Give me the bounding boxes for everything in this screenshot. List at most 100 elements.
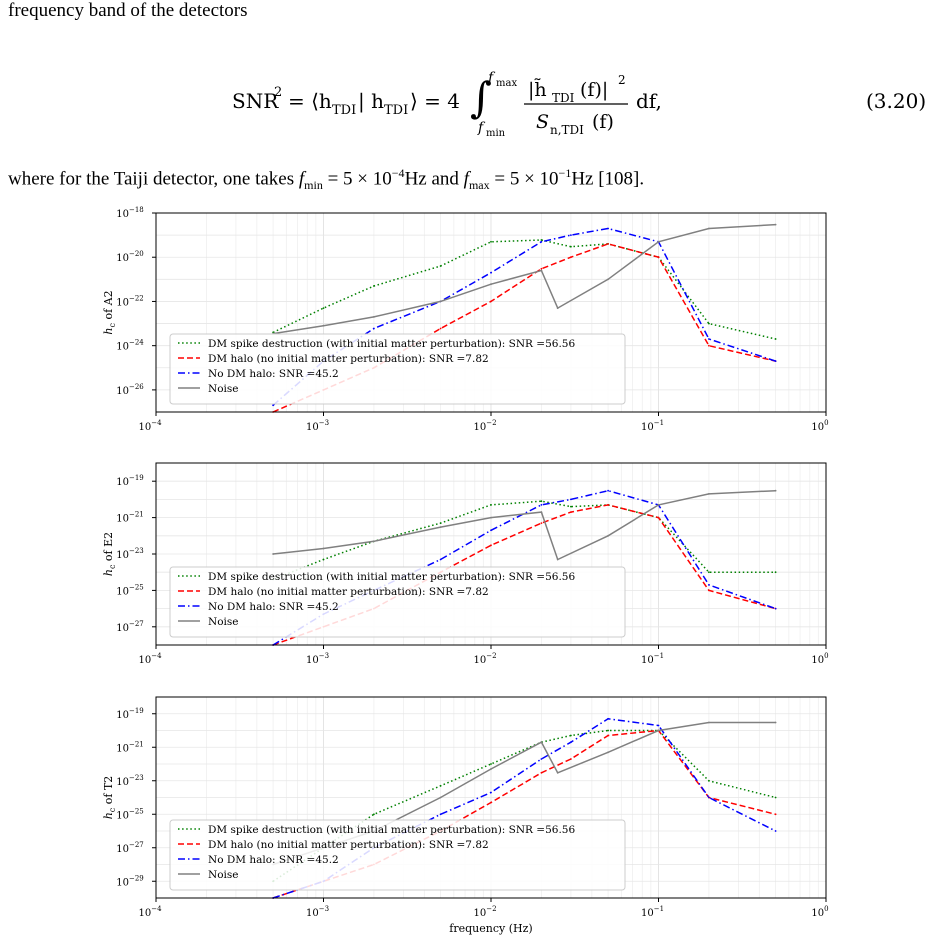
x-tick-label: 10−3 — [306, 419, 329, 433]
where-d: = 5 × 10 — [489, 168, 559, 190]
data-point — [439, 558, 442, 561]
chart-legend: DM spike destruction (with initial matte… — [169, 566, 626, 638]
where-b-sup: −4 — [391, 166, 405, 180]
x-tick-label: 10−2 — [473, 419, 496, 433]
eq-lhs: SNR — [232, 89, 279, 113]
data-point — [439, 300, 442, 303]
data-point — [490, 791, 492, 794]
data-point — [540, 741, 543, 744]
data-point — [774, 223, 777, 226]
legend-label: DM halo (no initial matter perturbation)… — [208, 839, 489, 851]
data-point — [373, 327, 375, 330]
data-point — [439, 796, 442, 799]
data-point — [570, 234, 572, 236]
eq-mid-sub: TDI — [384, 103, 408, 118]
x-tick-label: 100 — [811, 652, 828, 666]
eq-lhs-sup: 2 — [274, 85, 282, 100]
data-point — [607, 504, 609, 506]
data-point — [657, 724, 660, 727]
data-point — [708, 584, 710, 586]
series-line-4 — [273, 489, 776, 561]
y-axis-label: hc of E2 — [102, 532, 117, 576]
snr-equation: SNR 2 = ⟨h TDI | h TDI ⟩ = 4 ∫ f max f m… — [0, 60, 942, 140]
legend-label: DM halo (no initial matter perturbation)… — [208, 586, 489, 598]
legend-label: Noise — [208, 616, 238, 628]
eq-numerator-sup: 2 — [618, 73, 626, 87]
y-tick-label: 10−19 — [116, 707, 144, 721]
equation-svg: SNR 2 = ⟨h TDI | h TDI ⟩ = 4 ∫ f max f m… — [232, 70, 926, 139]
data-point — [657, 504, 660, 506]
data-point — [708, 589, 710, 592]
data-point — [272, 404, 274, 407]
data-point — [607, 717, 609, 720]
data-point — [774, 796, 777, 799]
eq-upper-limit-sub: max — [496, 78, 517, 89]
y-tick-label: 10−20 — [116, 250, 144, 264]
intro-text: frequency band of the detectors — [8, 0, 248, 21]
where-fmin: f — [298, 168, 305, 190]
data-point — [607, 729, 609, 732]
chart-legend: DM spike destruction (with initial matte… — [169, 333, 626, 405]
integral-sign: ∫ — [470, 73, 492, 122]
data-point — [322, 558, 325, 561]
legend-label: DM spike destruction (with initial matte… — [208, 571, 575, 583]
y-tick-label: 10−27 — [116, 841, 144, 855]
data-point — [774, 489, 777, 492]
legend-label: No DM halo: SNR =45.2 — [208, 854, 339, 866]
data-point — [570, 498, 572, 501]
eq-inner-sub: TDI — [332, 103, 356, 118]
chart-legend: DM spike destruction (with initial matte… — [169, 819, 626, 891]
data-point — [774, 813, 777, 816]
data-point — [657, 256, 660, 259]
data-point — [490, 801, 492, 804]
data-point — [607, 534, 609, 537]
legend-label: DM spike destruction (with initial matte… — [208, 824, 575, 836]
figure-hc-spectra: 10−4 10−3 10−2 10−1 100 10−26 10−24 10−22 10−20 1… — [100, 200, 942, 946]
data-point — [373, 813, 375, 816]
eq-inner: = ⟨h — [288, 89, 332, 113]
y-tick-label: 10−29 — [116, 874, 144, 888]
where-a: where for the Taiji detector, one takes — [8, 168, 299, 190]
y-tick-label: 10−24 — [116, 339, 144, 353]
x-tick-label: 10−1 — [641, 419, 664, 433]
data-point — [570, 511, 572, 513]
data-point — [490, 240, 492, 243]
chart-panel-2: 10−4 10−3 10−2 10−1 100 10−27 10−25 10−23 10−21 1… — [102, 462, 829, 666]
series-line-1 — [272, 239, 776, 340]
data-point — [570, 256, 572, 259]
data-point — [556, 558, 559, 561]
data-point — [607, 751, 609, 754]
data-point — [607, 489, 609, 492]
x-tick-label: 10−3 — [306, 905, 329, 919]
x-tick-label: 10−4 — [138, 652, 162, 666]
data-point — [570, 505, 572, 508]
eq-lower-limit-sub: min — [486, 128, 506, 139]
data-point — [570, 758, 572, 760]
legend-box — [169, 819, 626, 891]
data-point — [708, 721, 710, 724]
x-tick-label: 10−1 — [641, 652, 664, 666]
x-tick-label: 10−2 — [473, 905, 496, 919]
x-tick-label: 10−4 — [138, 419, 162, 433]
where-c: Hz and — [404, 168, 464, 190]
data-point — [439, 784, 442, 787]
legend-label: DM halo (no initial matter perturbation)… — [208, 353, 489, 365]
y-axis-label: hc of T2 — [102, 776, 117, 820]
data-point — [556, 307, 559, 309]
x-tick-label: 10−1 — [641, 905, 664, 919]
data-point — [439, 265, 442, 267]
y-tick-label: 10−25 — [116, 807, 144, 821]
data-point — [774, 338, 777, 340]
eq-upper-limit: f — [487, 70, 496, 86]
legend-label: Noise — [208, 869, 238, 881]
y-tick-label: 10−19 — [116, 474, 144, 488]
data-point — [570, 245, 572, 248]
data-point — [373, 316, 375, 318]
data-point — [490, 544, 492, 547]
data-point — [272, 553, 274, 555]
eq-numerator-sub: TDI — [552, 91, 575, 105]
data-point — [540, 522, 543, 524]
x-tick-label: 10−3 — [306, 652, 329, 666]
data-point — [373, 285, 375, 287]
data-point — [774, 360, 777, 362]
